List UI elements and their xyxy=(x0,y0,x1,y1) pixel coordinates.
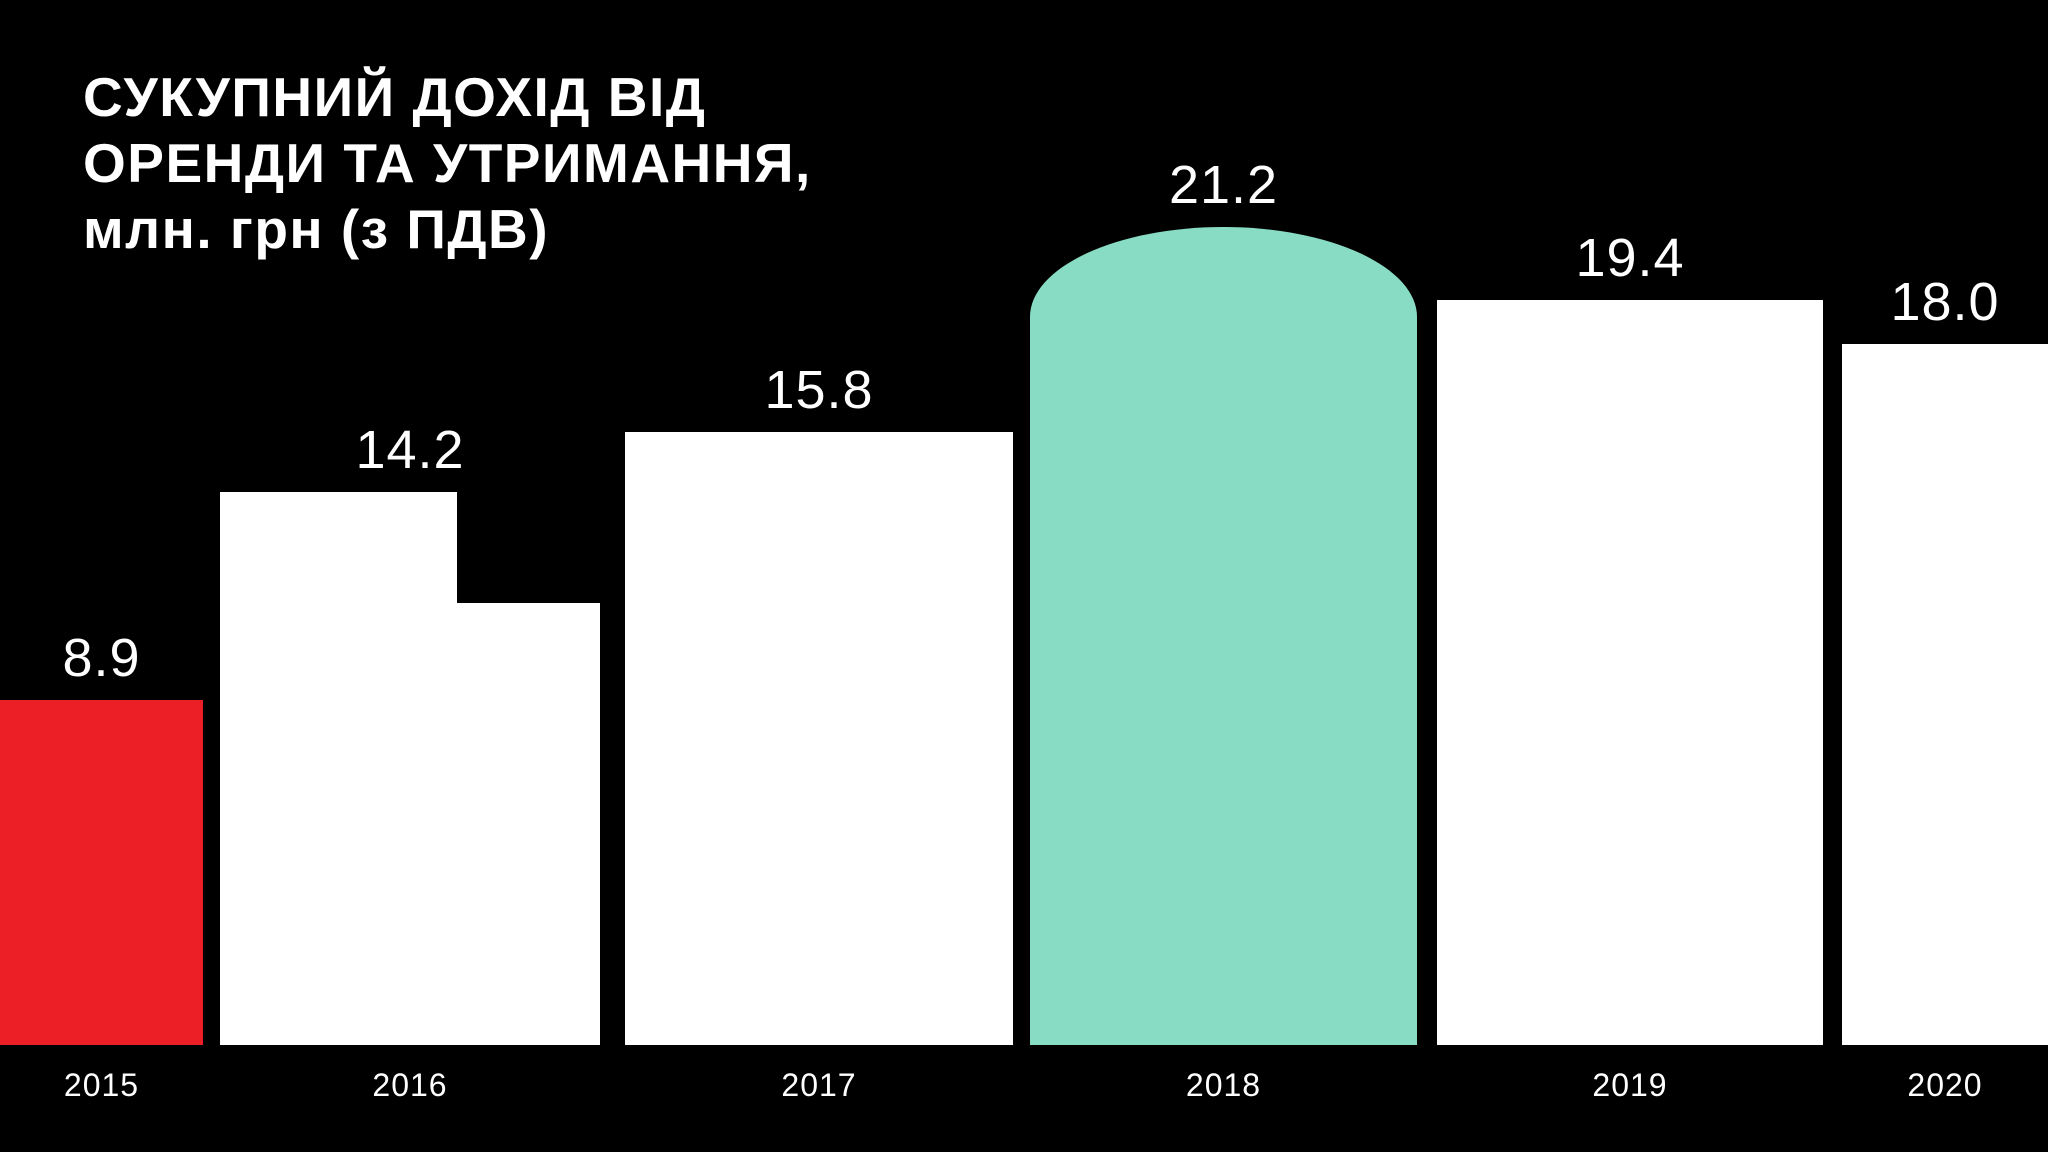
bar-group-2017: 15.8 2017 xyxy=(625,0,1013,1152)
value-label-2016: 14.2 xyxy=(355,420,465,480)
bar-group-2019: 19.4 2019 xyxy=(1437,0,1823,1152)
chart-title-line-2: ОРЕНДИ ТА УТРИМАННЯ, xyxy=(83,132,812,194)
chart-title: СУКУПНИЙ ДОХІД ВІД ОРЕНДИ ТА УТРИМАННЯ, … xyxy=(83,64,812,262)
year-label-2018: 2018 xyxy=(1185,1067,1262,1103)
bar-2015 xyxy=(0,700,203,1045)
bar-2016 xyxy=(220,492,457,1045)
bar-2018 xyxy=(1030,227,1417,1045)
chart-title-line-1: СУКУПНИЙ ДОХІД ВІД xyxy=(83,66,707,128)
bar-2020 xyxy=(1842,344,2048,1045)
year-label-2017: 2017 xyxy=(781,1067,857,1103)
year-label-2015: 2015 xyxy=(63,1067,140,1103)
bar-2017 xyxy=(625,432,1013,1045)
year-label-2019: 2019 xyxy=(1592,1067,1668,1103)
bar-2019 xyxy=(1437,300,1823,1045)
bar-group-2015: 8.9 2015 xyxy=(0,0,203,1152)
value-label-2019: 19.4 xyxy=(1575,228,1685,288)
value-label-2015: 8.9 xyxy=(62,628,141,688)
bar-2016 xyxy=(457,603,600,1045)
bar-group-2016: 14.2 2016 xyxy=(220,0,600,1152)
year-label-2020: 2020 xyxy=(1907,1067,1983,1103)
year-label-2016: 2016 xyxy=(372,1067,448,1103)
value-label-2020: 18.0 xyxy=(1890,272,2000,332)
value-label-2018: 21.2 xyxy=(1168,155,1279,215)
value-label-2017: 15.8 xyxy=(764,360,874,420)
bar-group-2018: 21.2 2018 xyxy=(1030,0,1417,1152)
chart-title-line-3: млн. грн (з ПДВ) xyxy=(83,198,550,260)
bar-group-2020: 18.0 2020 xyxy=(1842,0,2048,1152)
